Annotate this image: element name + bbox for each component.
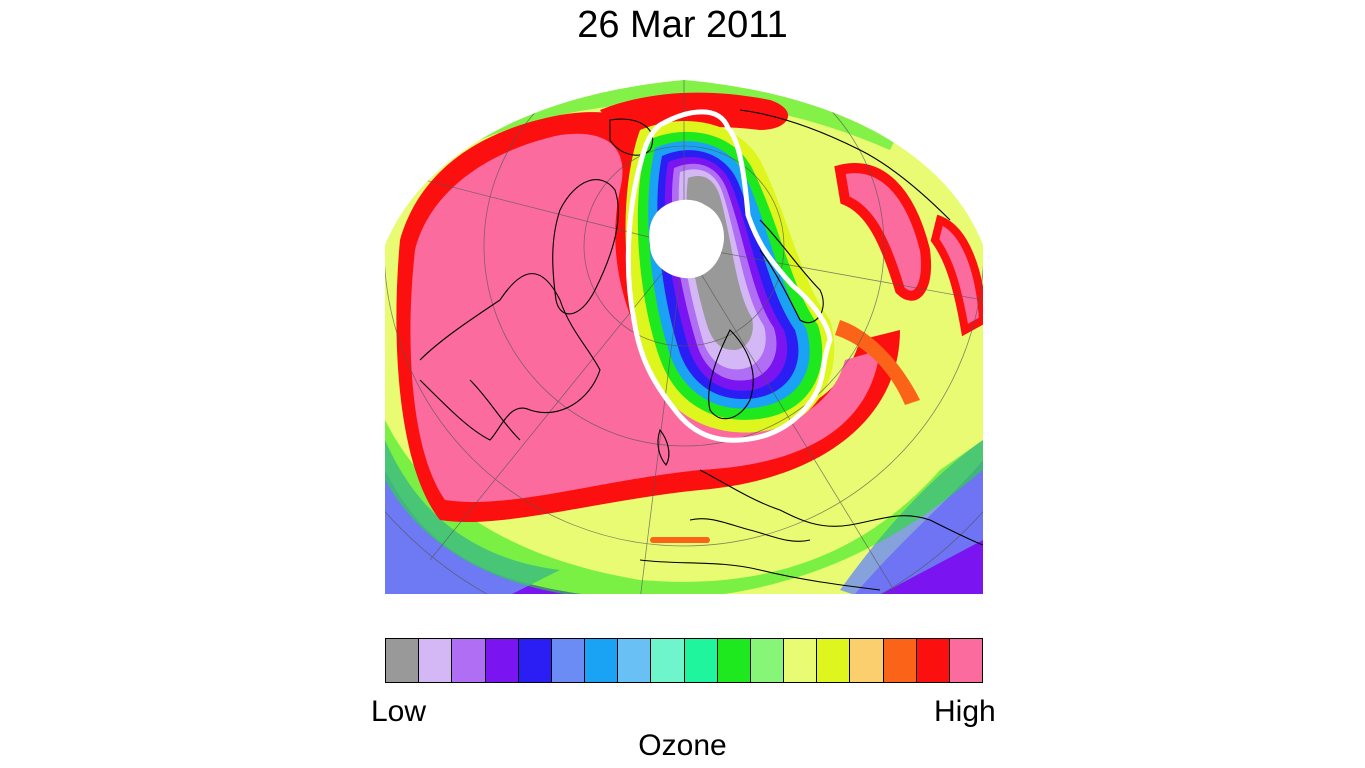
eastern-orange-band bbox=[835, 320, 920, 405]
colorbar-swatch-15 bbox=[850, 639, 884, 682]
coastline-north-america bbox=[419, 273, 601, 441]
colorbar-swatch-3 bbox=[452, 639, 486, 682]
colorbar-swatch-10 bbox=[684, 639, 718, 682]
eastern-high-arc bbox=[834, 163, 931, 301]
coastline-north-america-lower bbox=[469, 379, 521, 441]
polar-no-data-disc bbox=[649, 199, 725, 279]
southern-low-band-blue bbox=[385, 440, 560, 594]
colorbar-swatch-14 bbox=[817, 639, 851, 682]
high-ozone-region bbox=[410, 133, 880, 503]
colorbar-title: Ozone bbox=[638, 729, 727, 762]
colorbar-swatch-9 bbox=[651, 639, 685, 682]
map-title: 26 Mar 2011 bbox=[577, 4, 788, 46]
colorbar-swatch-2 bbox=[419, 639, 453, 682]
colorbar-swatch-12 bbox=[750, 639, 785, 682]
colorbar-swatch-16 bbox=[883, 639, 917, 682]
coastline-asia-north bbox=[739, 109, 951, 221]
mediterranean-orange-streak bbox=[650, 537, 710, 543]
graticule bbox=[385, 80, 983, 594]
colorbar-swatch-7 bbox=[585, 639, 619, 682]
colorbar-swatch-4 bbox=[485, 639, 519, 682]
colorbar-swatch-5 bbox=[518, 639, 552, 682]
coastlines bbox=[419, 109, 983, 591]
coastline-alaska bbox=[609, 118, 653, 156]
colorbar-low-label: Low bbox=[371, 695, 427, 728]
coastline-africa-north bbox=[639, 559, 881, 591]
colorbar-swatch-11 bbox=[717, 639, 751, 682]
coastline-scandinavia bbox=[708, 329, 754, 420]
vortex-edge-contour bbox=[625, 109, 833, 443]
coastline-greenland bbox=[552, 179, 619, 315]
colorbar-swatch-13 bbox=[784, 639, 818, 682]
colorbar-swatch-17 bbox=[916, 639, 950, 682]
eastern-high-arc-2 bbox=[930, 214, 983, 337]
coastline-europe bbox=[699, 469, 983, 546]
green-band-south bbox=[385, 420, 983, 594]
colorbar-swatch-1 bbox=[386, 639, 420, 682]
ozone-colorbar bbox=[385, 638, 983, 683]
colorbar-high-label: High bbox=[934, 695, 996, 728]
colorbar-swatch-8 bbox=[618, 639, 652, 682]
colorbar-swatch-18 bbox=[949, 639, 983, 682]
coastline-mediterranean bbox=[689, 518, 811, 542]
coastline-british-isles bbox=[657, 428, 670, 466]
colorbar-swatch-6 bbox=[551, 639, 586, 682]
